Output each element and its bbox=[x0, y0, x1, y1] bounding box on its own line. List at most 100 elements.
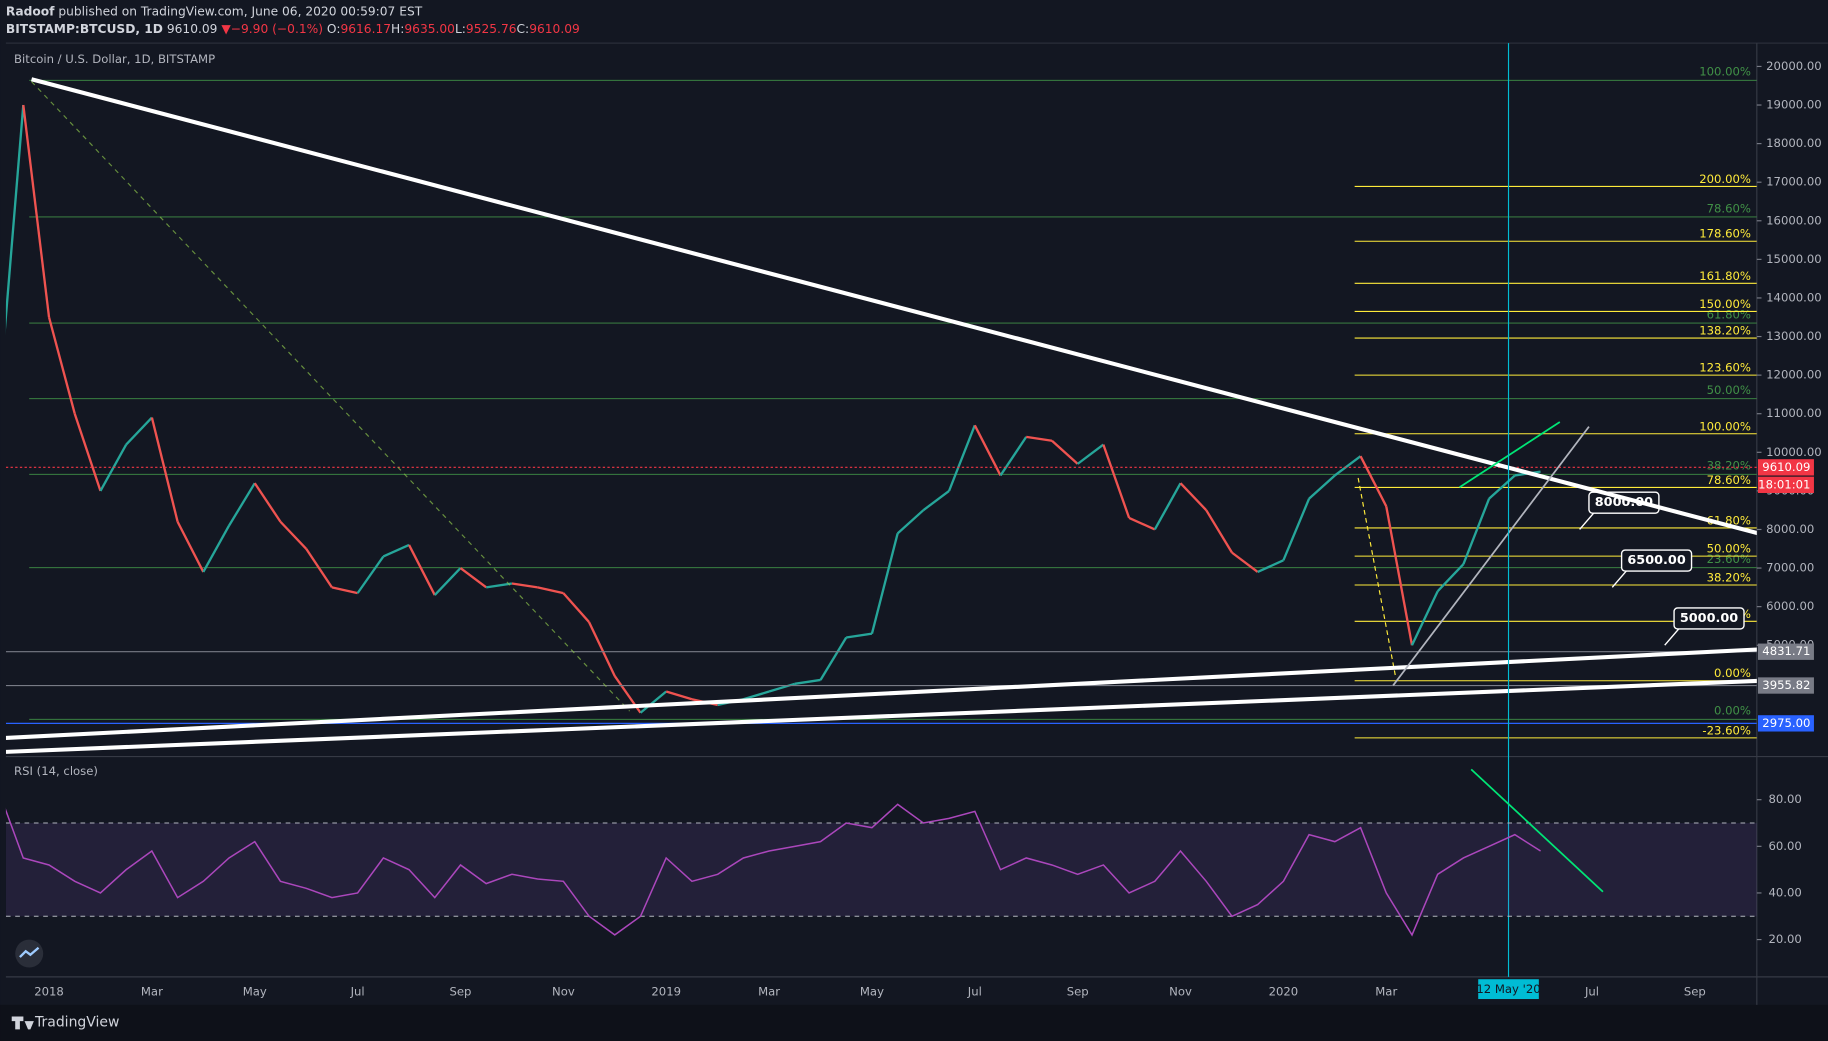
x-tick-label: May bbox=[243, 985, 267, 999]
dashed-leg bbox=[1357, 477, 1397, 677]
support-line bbox=[5, 678, 1757, 754]
price-segment bbox=[1179, 482, 1208, 511]
countdown: 18:01:01 bbox=[1758, 477, 1810, 491]
rsi-title: RSI (14, close) bbox=[14, 764, 98, 778]
rsi-y-tick-label: 60.00 bbox=[1768, 839, 1801, 853]
x-tick-label: Jul bbox=[1584, 985, 1599, 999]
x-tick-label: Nov bbox=[552, 985, 575, 999]
x-tick-label: May bbox=[860, 985, 884, 999]
y-tick-label: 7000.00 bbox=[1766, 561, 1814, 575]
ohlc-key: L: bbox=[455, 22, 466, 36]
price-label: 4831.71 bbox=[1762, 644, 1810, 658]
fib-label: 123.60% bbox=[1699, 361, 1751, 375]
price-segment bbox=[1076, 443, 1105, 465]
ohlc-value: 9616.17 bbox=[340, 22, 391, 36]
price-segment bbox=[279, 520, 308, 550]
price-label: 2975.00 bbox=[1762, 716, 1810, 730]
x-tick-label: Mar bbox=[758, 985, 780, 999]
price-segment bbox=[1410, 590, 1439, 646]
price-segment bbox=[999, 436, 1028, 477]
price-segment bbox=[382, 543, 410, 558]
ohlc-value: 9635.00 bbox=[404, 22, 455, 36]
price-label: 9610.09 bbox=[1762, 460, 1810, 474]
x-tick-label: 2018 bbox=[34, 985, 64, 999]
price-segment bbox=[1359, 455, 1388, 507]
price-segment bbox=[1257, 559, 1284, 573]
axes: 5000.006000.007000.008000.009000.0010000… bbox=[34, 59, 1821, 999]
price-segment bbox=[537, 586, 564, 595]
rsi-pane bbox=[5, 803, 1757, 937]
fib-label: 100.00% bbox=[1699, 419, 1751, 433]
footer-logo bbox=[11, 1016, 34, 1030]
x-tick-label: 2019 bbox=[651, 985, 681, 999]
arrow: ▼ bbox=[221, 22, 231, 36]
price-segment bbox=[356, 555, 385, 594]
price-segment bbox=[1308, 474, 1336, 500]
price-segment bbox=[125, 416, 153, 446]
y-tick-label: 16000.00 bbox=[1766, 213, 1822, 227]
retracement-label: 38.20% bbox=[1707, 459, 1751, 473]
price-segment bbox=[408, 544, 436, 596]
countdown-box bbox=[1757, 476, 1814, 493]
price-segment bbox=[433, 567, 462, 596]
ohlc-value: 9525.76 bbox=[466, 22, 517, 36]
fib-label: 200.00% bbox=[1699, 172, 1751, 186]
ohlc: O:9616.17H:9635.00L:9525.76C:9610.09 bbox=[327, 22, 580, 36]
footer-bar bbox=[0, 1004, 1828, 1041]
fib-label: 138.20% bbox=[1699, 324, 1751, 338]
price-segment bbox=[202, 525, 231, 573]
rsi-band bbox=[5, 823, 1757, 917]
retracement-label: 0.00% bbox=[1714, 704, 1751, 718]
change: −9.90 (−0.1%) bbox=[231, 22, 323, 36]
price-segment bbox=[1128, 516, 1156, 531]
price-segment bbox=[1488, 474, 1516, 500]
y-tick-label: 10000.00 bbox=[1766, 445, 1822, 459]
fib-label: 78.60% bbox=[1707, 473, 1751, 487]
y-tick-label: 18000.00 bbox=[1766, 136, 1822, 150]
symbol-line: BITSTAMP:BTCUSD, 1D 9610.09 ▼−9.90 (−0.1… bbox=[6, 22, 580, 36]
price-segment bbox=[150, 417, 179, 523]
callout-box bbox=[1588, 491, 1660, 514]
callout-pointer bbox=[1611, 570, 1627, 588]
symbol: BITSTAMP:BTCUSD, 1D bbox=[6, 22, 163, 36]
callout-label: 6500.00 bbox=[1627, 553, 1685, 568]
price-segment bbox=[228, 482, 256, 527]
fib-label: 178.60% bbox=[1699, 227, 1751, 241]
price-label-box bbox=[1757, 715, 1814, 732]
retracement-label: 78.60% bbox=[1707, 201, 1751, 215]
price-segment bbox=[922, 489, 950, 512]
price-segment bbox=[1205, 509, 1233, 554]
fib-label: 0.00% bbox=[1714, 666, 1751, 680]
price-label: 3955.82 bbox=[1762, 678, 1810, 692]
ohlc-key: O: bbox=[327, 22, 341, 36]
cursor-box bbox=[1478, 979, 1539, 1000]
drawings bbox=[5, 77, 1757, 754]
y-tick-label: 15000.00 bbox=[1766, 252, 1822, 266]
author: Radoof bbox=[6, 4, 55, 18]
price-segment bbox=[743, 690, 770, 701]
retracement-label: 23.60% bbox=[1707, 552, 1751, 566]
y-tick-label: 13000.00 bbox=[1766, 329, 1822, 343]
price-segment bbox=[331, 586, 358, 595]
ohlc-key: H: bbox=[391, 22, 404, 36]
pane-title: Bitcoin / U.S. Dollar, 1D, BITSTAMP bbox=[14, 52, 215, 66]
retracement-label: 100.00% bbox=[1699, 65, 1751, 79]
retracement-label: 61.80% bbox=[1707, 307, 1751, 321]
publish-line: Radoof published on TradingView.com, Jun… bbox=[6, 4, 423, 18]
fib-label: 150.00% bbox=[1699, 297, 1751, 311]
price-segment bbox=[1385, 506, 1414, 646]
y-tick-label: 19000.00 bbox=[1766, 98, 1822, 112]
x-tick-label: Jul bbox=[967, 985, 982, 999]
price-segment bbox=[562, 592, 590, 623]
x-tick-label: Nov bbox=[1169, 985, 1192, 999]
price-segment bbox=[1462, 498, 1491, 565]
rsi-y-tick-label: 80.00 bbox=[1768, 792, 1801, 806]
y-tick-label: 17000.00 bbox=[1766, 175, 1822, 189]
price-segment bbox=[305, 548, 333, 588]
price-segment bbox=[176, 521, 205, 573]
trendline bbox=[31, 77, 1757, 536]
price-segment bbox=[5, 104, 25, 331]
price-segment bbox=[1282, 498, 1311, 561]
price-segment bbox=[47, 316, 76, 415]
